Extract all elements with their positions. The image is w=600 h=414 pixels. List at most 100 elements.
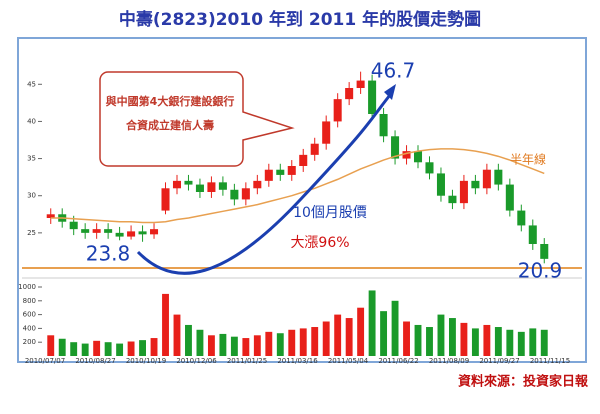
volume-bar	[483, 324, 491, 356]
volume-bar	[139, 340, 146, 356]
candle-body	[218, 182, 227, 190]
volume-bar	[58, 338, 66, 356]
v-tick-label: 200	[23, 338, 36, 346]
volume-bar	[242, 338, 250, 356]
volume-bar	[414, 324, 422, 356]
volume-bar	[93, 340, 101, 356]
candle-body	[310, 143, 319, 155]
x-tick-label: 2011/03/16	[277, 357, 318, 365]
candle-body	[172, 180, 182, 189]
volume-bar	[265, 331, 273, 356]
candle-body	[195, 184, 204, 192]
volume-bar	[517, 331, 525, 356]
high-label: 46.7	[371, 59, 416, 83]
volume-bar	[173, 314, 181, 356]
candle-body	[276, 169, 285, 175]
gain-label: 大漲96%	[290, 235, 349, 251]
v-tick-label: 800	[23, 297, 36, 305]
candle-body	[184, 180, 193, 185]
callout-line: 與中國第4大銀行建設銀行	[106, 94, 235, 108]
candle-body	[345, 88, 354, 100]
candle-body	[150, 229, 159, 235]
candle-body	[264, 169, 273, 181]
x-tick-label: 2011/01/25	[227, 357, 267, 365]
volume-bar	[162, 293, 169, 356]
candle-body	[81, 229, 90, 233]
volume-bar	[230, 336, 238, 356]
volume-bar	[494, 327, 502, 356]
volume-bar	[391, 300, 399, 356]
volume-bar	[540, 329, 548, 356]
volume-bar	[47, 335, 55, 356]
title: 中壽(2823)2010 年到 2011 年的股價走勢圖	[119, 9, 481, 30]
x-tick-label: 2011/09/27	[479, 357, 519, 365]
candle-body	[471, 180, 480, 189]
volume-bar	[104, 342, 112, 356]
source: 資料來源：投資家日報	[458, 374, 589, 390]
candle-body	[391, 136, 400, 159]
candle-body	[402, 151, 411, 159]
x-tick-label: 2010/08/27	[75, 357, 115, 365]
candle-body	[92, 229, 101, 233]
candle-body	[333, 99, 342, 122]
volume-bar	[460, 322, 468, 356]
volume-bar	[322, 321, 330, 356]
candle-body	[494, 169, 503, 185]
volume-bar	[150, 338, 158, 356]
candle-body	[104, 229, 113, 233]
candle-body	[69, 221, 78, 230]
volume-bar	[196, 329, 204, 356]
candle-body	[413, 151, 423, 163]
volume-bar	[311, 327, 319, 356]
candle-body	[115, 232, 124, 237]
candle-body	[482, 169, 491, 189]
low-label: 23.8	[86, 242, 131, 266]
volume-bar	[253, 335, 261, 356]
volume-bar	[334, 314, 342, 356]
y-tick-label: 25	[27, 229, 36, 237]
ma-label: 半年線	[510, 152, 546, 167]
period-label: 10個月股價	[293, 204, 367, 221]
volume-bar	[380, 311, 388, 356]
ma-line	[50, 148, 545, 224]
trend-arrow	[136, 94, 392, 275]
candle-body	[540, 244, 549, 259]
candle-body	[230, 189, 239, 200]
volume-bar	[426, 327, 433, 356]
candle-body	[379, 114, 388, 137]
candle-body	[425, 162, 434, 174]
callout-box	[99, 71, 295, 167]
v-tick-label: 400	[23, 324, 36, 332]
volume-bar	[70, 342, 78, 356]
x-tick-label: 2010/12/06	[176, 357, 217, 365]
volume-bar	[403, 321, 410, 356]
x-tick-label: 2011/05/04	[328, 357, 369, 365]
candle-body	[448, 195, 457, 204]
candle-body	[46, 214, 55, 218]
v-tick-label: 600	[23, 311, 36, 319]
candle-body	[459, 180, 468, 204]
volume-bar	[127, 341, 135, 356]
candle-body	[241, 188, 250, 200]
x-tick-label: 2011/06/22	[378, 357, 418, 365]
y-tick-label: 35	[27, 155, 36, 163]
volume-bar	[185, 324, 192, 356]
candle-body	[528, 225, 537, 244]
volume-bar	[529, 328, 537, 356]
candle-body	[127, 231, 136, 237]
candle-body	[436, 173, 445, 196]
candle-body	[253, 180, 262, 189]
volume-bar	[357, 307, 365, 356]
candle-body	[161, 188, 170, 211]
x-tick-label: 2010/10/19	[126, 357, 166, 365]
volume-bar	[276, 333, 284, 356]
volume-bar	[299, 328, 307, 356]
volume-bar	[345, 318, 353, 356]
volume-bar	[437, 314, 445, 356]
plot: 25 30 35 40 45 200 400 600 800 1000 2010/07/07 2010…	[18, 71, 582, 365]
candle-body	[517, 210, 526, 226]
candle-body	[505, 184, 514, 211]
volume-bar	[471, 328, 479, 356]
volume-bar	[219, 333, 227, 356]
